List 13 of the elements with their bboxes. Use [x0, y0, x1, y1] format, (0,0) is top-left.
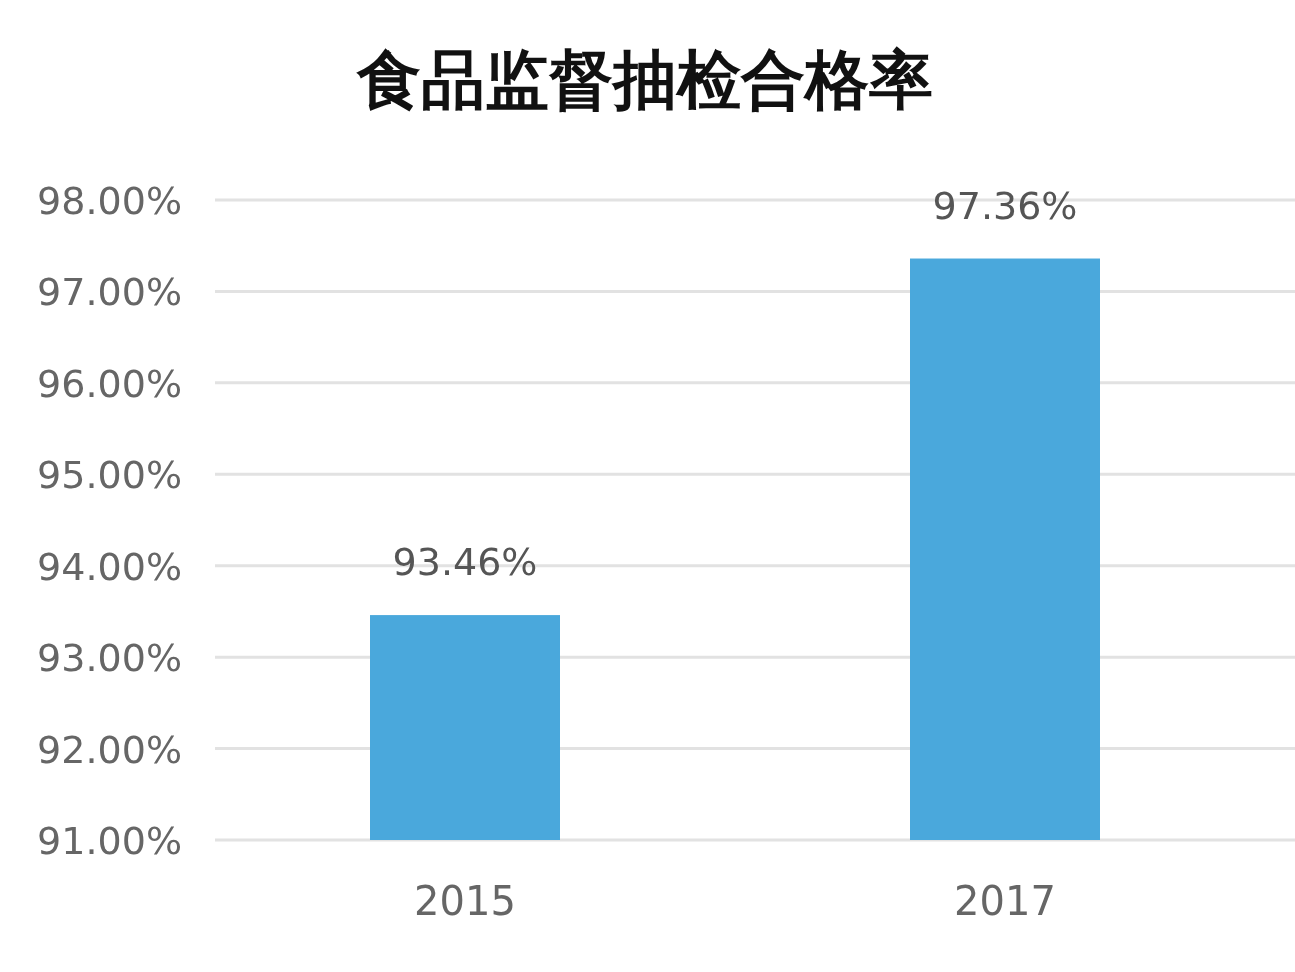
y-tick-label: 93.00%: [37, 636, 182, 681]
y-tick-label: 95.00%: [37, 453, 182, 498]
x-tick-label: 2017: [954, 878, 1056, 924]
y-tick-label: 96.00%: [37, 361, 182, 406]
data-label: 97.36%: [932, 183, 1078, 228]
y-tick-label: 94.00%: [37, 544, 182, 589]
x-tick-label: 2015: [414, 878, 516, 924]
data-label: 93.46%: [392, 540, 538, 585]
y-tick-label: 91.00%: [37, 819, 182, 863]
y-tick-label: 92.00%: [37, 727, 182, 772]
y-tick-label: 97.00%: [37, 270, 182, 315]
y-tick-label: 98.00%: [37, 179, 182, 223]
chart-title: 食品监督抽检合格率: [356, 42, 933, 117]
